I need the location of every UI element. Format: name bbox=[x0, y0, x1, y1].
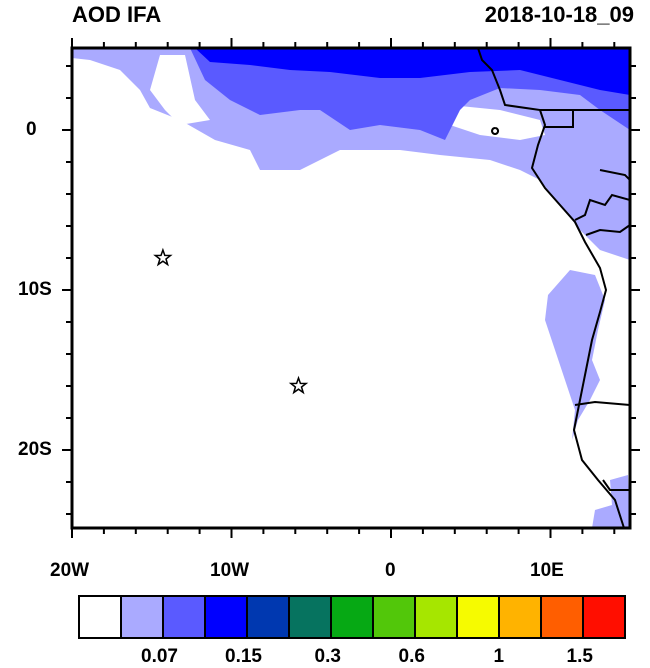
colorbar-label: 0.07 bbox=[141, 646, 178, 667]
star-marker-icon bbox=[153, 247, 173, 267]
colorbar-swatch bbox=[78, 595, 122, 639]
aod-light-region bbox=[72, 48, 630, 260]
colorbar-swatch bbox=[582, 595, 626, 639]
colorbar-swatch bbox=[288, 595, 332, 639]
aod-medium-region bbox=[190, 48, 630, 140]
aod-light-region-south bbox=[545, 270, 605, 440]
lat-label-0: 0 bbox=[26, 119, 37, 140]
aod-light-region-south2 bbox=[592, 475, 630, 528]
aod-white-band bbox=[450, 105, 545, 140]
colorbar-swatch bbox=[330, 595, 374, 639]
aod-dark-region bbox=[195, 48, 630, 95]
station-markers bbox=[153, 247, 309, 395]
timestamp: 2018-10-18_09 bbox=[484, 2, 634, 27]
lon-label-0: 0 bbox=[385, 560, 396, 581]
lat-label-20s: 20S bbox=[18, 439, 52, 460]
colorbar-label: 1 bbox=[493, 646, 505, 667]
colorbar bbox=[78, 595, 626, 639]
aod-white-patch bbox=[150, 55, 210, 125]
plot-title: AOD IFA bbox=[72, 2, 162, 27]
colorbar-swatch bbox=[456, 595, 500, 639]
map-frame bbox=[70, 46, 632, 530]
colorbar-label: 0.3 bbox=[314, 646, 341, 667]
island bbox=[491, 127, 500, 135]
colorbar-swatch bbox=[162, 595, 206, 639]
coastline bbox=[477, 48, 625, 528]
colorbar-swatch bbox=[120, 595, 164, 639]
colorbar-swatch bbox=[414, 595, 458, 639]
lat-label-10s: 10S bbox=[18, 279, 52, 300]
colorbar-swatch bbox=[204, 595, 248, 639]
colorbar-swatch bbox=[540, 595, 584, 639]
colorbar-swatch bbox=[246, 595, 290, 639]
colorbar-label: 0.15 bbox=[225, 646, 262, 667]
axis-ticks bbox=[62, 38, 640, 538]
lon-label-10e: 10E bbox=[530, 560, 564, 581]
star-marker-icon bbox=[288, 375, 309, 395]
colorbar-swatch bbox=[498, 595, 542, 639]
colorbar-label: 0.6 bbox=[398, 646, 425, 667]
lon-label-10w: 10W bbox=[210, 560, 250, 581]
lon-label-20w: 20W bbox=[50, 560, 90, 581]
country-borders bbox=[540, 109, 630, 491]
colorbar-label: 1.5 bbox=[566, 646, 593, 667]
colorbar-swatch bbox=[372, 595, 416, 639]
